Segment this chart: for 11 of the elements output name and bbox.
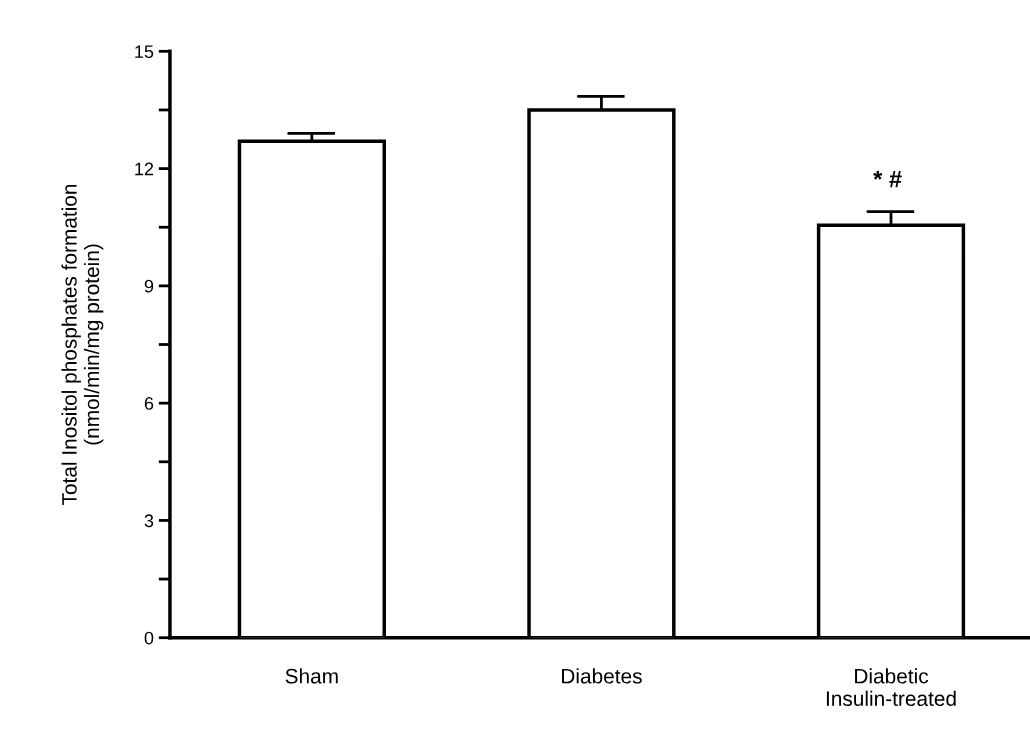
- y-tick-label: 0: [144, 631, 154, 645]
- annotation: * #: [873, 170, 902, 188]
- y-tick-label: 9: [144, 279, 154, 293]
- x-tick-label: Diabetic Insulin-treated: [826, 668, 956, 707]
- y-tick-label: 6: [144, 397, 154, 410]
- y-tick-label: 3: [144, 514, 154, 528]
- y-tick-label: 15: [135, 45, 154, 59]
- x-tick-label: Diabetes: [562, 668, 642, 684]
- y-axis-title: Total Inositol phosphates formation (nmol/min/mg protein): [61, 184, 104, 505]
- x-tick-label: Sham: [285, 668, 338, 684]
- y-tick-label: 12: [135, 162, 154, 176]
